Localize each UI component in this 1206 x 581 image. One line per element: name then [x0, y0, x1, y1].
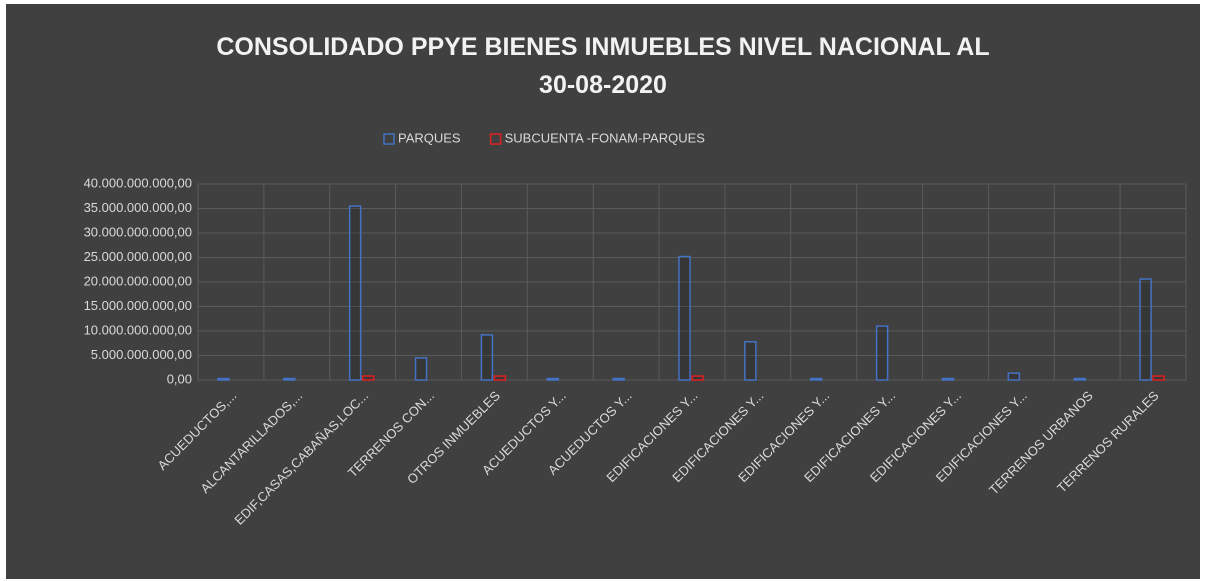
bar: [691, 375, 704, 381]
bar: [1007, 372, 1021, 381]
y-tick-label: 15.000.000.000,00: [84, 298, 192, 313]
legend-swatch: [383, 133, 395, 145]
bar: [678, 255, 691, 381]
legend-label: SUBCUENTA -FONAM-PARQUES: [505, 130, 706, 145]
chart-background: [6, 4, 1200, 579]
bar: [1139, 278, 1152, 381]
bar: [361, 375, 375, 381]
bar: [1152, 375, 1165, 381]
legend-label: PARQUES: [398, 130, 461, 145]
bar: [493, 375, 507, 381]
bar: [875, 325, 889, 381]
y-tick-label: 5.000.000.000,00: [91, 347, 192, 362]
y-tick-label: 35.000.000.000,00: [84, 200, 192, 215]
bar: [1073, 377, 1086, 381]
bar: [348, 205, 362, 381]
y-tick-label: 0,00: [167, 371, 192, 386]
bar: [283, 377, 296, 381]
legend-swatch: [489, 133, 502, 145]
bar: [414, 357, 428, 381]
bar: [941, 377, 955, 381]
y-tick-label: 20.000.000.000,00: [84, 273, 192, 288]
bar: [546, 377, 560, 381]
bar: [480, 334, 494, 381]
y-tick-label: 10.000.000.000,00: [84, 322, 192, 337]
y-tick-label: 40.000.000.000,00: [84, 175, 192, 190]
bar: [217, 377, 230, 381]
chart-title: CONSOLIDADO PPYE BIENES INMUEBLES NIVEL …: [216, 33, 990, 99]
y-tick-label: 30.000.000.000,00: [84, 224, 192, 239]
y-tick-label: 25.000.000.000,00: [84, 249, 192, 264]
bar: [744, 341, 757, 381]
bar: [612, 377, 625, 381]
bar: [809, 377, 823, 381]
